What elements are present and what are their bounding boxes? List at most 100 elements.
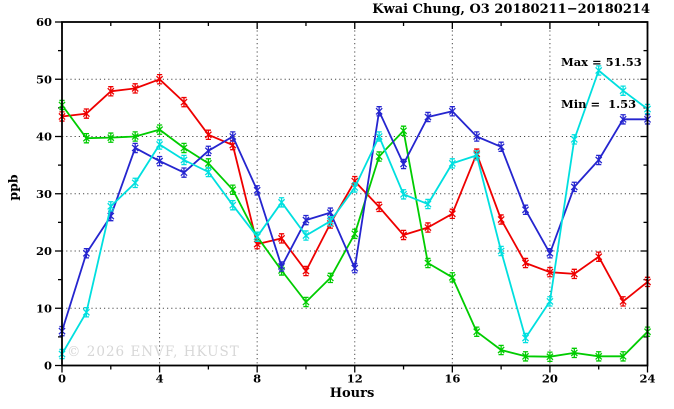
data-point-marker bbox=[204, 145, 212, 157]
data-point-marker bbox=[424, 198, 432, 210]
data-point-marker bbox=[473, 131, 481, 142]
data-point-marker bbox=[619, 85, 627, 96]
data-point-marker bbox=[180, 142, 188, 154]
data-point-marker bbox=[473, 326, 481, 337]
y-tick-label: 20 bbox=[36, 244, 52, 258]
y-tick-label: 40 bbox=[36, 130, 52, 144]
data-point-marker bbox=[131, 131, 139, 142]
data-point-marker bbox=[351, 262, 359, 274]
data-point-marker bbox=[595, 251, 603, 262]
data-point-marker bbox=[521, 332, 530, 344]
data-point-marker bbox=[82, 108, 90, 119]
x-axis-label: Hours bbox=[329, 386, 375, 401]
data-point-marker bbox=[180, 154, 188, 166]
data-point-marker bbox=[156, 124, 164, 135]
x-tick-label: 8 bbox=[253, 372, 261, 386]
data-point-marker bbox=[399, 229, 408, 241]
max-min-annotation: Max = 51.53 Min = 1.53 bbox=[561, 27, 642, 139]
y-tick-label: 60 bbox=[36, 15, 52, 29]
data-point-marker bbox=[326, 272, 334, 284]
y-axis-label: ppb bbox=[5, 174, 21, 201]
data-point-marker bbox=[546, 296, 554, 307]
x-tick-label: 4 bbox=[156, 372, 164, 386]
data-point-marker bbox=[570, 134, 578, 145]
y-tick-label: 30 bbox=[36, 187, 52, 201]
data-point-marker bbox=[448, 272, 456, 283]
data-point-marker bbox=[107, 201, 115, 212]
data-point-marker bbox=[448, 208, 456, 220]
data-point-marker bbox=[595, 154, 603, 166]
x-tick-label: 16 bbox=[444, 372, 460, 386]
data-point-marker bbox=[253, 185, 261, 196]
data-point-marker bbox=[399, 158, 408, 170]
data-point-marker bbox=[570, 268, 578, 280]
min-value-label: Min = 1.53 bbox=[561, 97, 637, 111]
data-point-marker bbox=[131, 177, 139, 189]
data-point-marker bbox=[375, 131, 383, 142]
y-tick-label: 50 bbox=[36, 72, 52, 86]
data-point-marker bbox=[351, 175, 359, 187]
data-point-marker bbox=[595, 65, 603, 76]
data-point-marker bbox=[302, 230, 310, 241]
series-line-day-4-cyan bbox=[61, 69, 649, 355]
data-point-marker bbox=[302, 214, 310, 226]
data-point-marker bbox=[156, 139, 164, 150]
x-tick-label: 24 bbox=[639, 372, 655, 386]
data-point-marker bbox=[619, 351, 627, 362]
x-tick-label: 12 bbox=[347, 372, 363, 386]
data-point-marker bbox=[180, 96, 188, 108]
data-point-marker bbox=[229, 184, 237, 195]
data-point-marker bbox=[204, 166, 212, 178]
data-point-marker bbox=[326, 207, 334, 218]
data-point-marker bbox=[399, 125, 408, 137]
data-point-marker bbox=[82, 248, 90, 259]
x-tick-label: 0 bbox=[58, 372, 66, 386]
x-tick-label: 20 bbox=[542, 372, 558, 386]
y-tick-label: 10 bbox=[36, 301, 52, 315]
data-point-marker bbox=[302, 296, 310, 308]
data-point-marker bbox=[351, 182, 359, 193]
data-point-marker bbox=[131, 142, 139, 154]
data-point-marker bbox=[448, 106, 456, 117]
data-point-marker bbox=[156, 155, 164, 167]
data-point-marker bbox=[180, 167, 188, 178]
data-point-marker bbox=[351, 228, 359, 240]
chart-title: Kwai Chung, O3 20180211−20180214 bbox=[372, 2, 650, 17]
plot-border bbox=[61, 21, 649, 367]
data-point-marker bbox=[107, 132, 115, 143]
data-point-marker bbox=[546, 248, 554, 259]
data-point-marker bbox=[229, 139, 237, 151]
data-point-marker bbox=[375, 106, 383, 117]
data-point-marker bbox=[497, 141, 505, 153]
data-point-marker bbox=[278, 233, 286, 244]
data-point-marker bbox=[399, 189, 408, 200]
data-point-marker bbox=[473, 150, 481, 161]
data-point-marker bbox=[619, 114, 627, 125]
data-point-marker bbox=[546, 266, 554, 278]
data-point-marker bbox=[521, 204, 530, 216]
data-point-marker bbox=[521, 351, 530, 362]
data-point-marker bbox=[570, 181, 578, 193]
data-point-marker bbox=[497, 214, 505, 225]
data-point-marker bbox=[521, 257, 530, 269]
data-point-marker bbox=[619, 296, 627, 307]
data-point-marker bbox=[253, 231, 261, 242]
data-point-marker bbox=[204, 158, 212, 169]
data-point-marker bbox=[497, 344, 505, 356]
data-point-marker bbox=[326, 215, 334, 227]
data-point-marker bbox=[229, 131, 237, 142]
data-point-marker bbox=[302, 265, 310, 277]
data-point-marker bbox=[497, 245, 505, 257]
data-point-marker bbox=[424, 257, 432, 269]
data-point-marker bbox=[595, 351, 603, 362]
data-point-marker bbox=[424, 222, 432, 233]
max-value-label: Max = 51.53 bbox=[561, 55, 642, 69]
data-point-marker bbox=[229, 199, 237, 211]
data-point-marker bbox=[375, 201, 383, 213]
data-point-marker bbox=[375, 151, 383, 162]
data-point-marker bbox=[131, 83, 139, 94]
data-point-marker bbox=[107, 210, 115, 222]
data-point-marker bbox=[570, 347, 578, 359]
